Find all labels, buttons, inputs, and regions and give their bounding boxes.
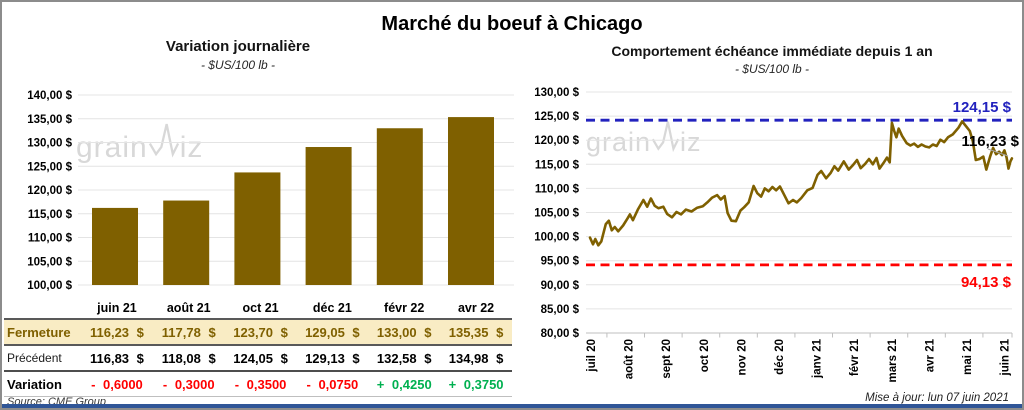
- y-axis-label: 110,00 $: [535, 183, 580, 195]
- table-col-header: oct 21: [242, 301, 279, 315]
- x-axis-label: nov 20: [736, 339, 748, 375]
- table-row-var: Variation - 0,6000- 0,3000- 0,3500- 0,075…: [4, 371, 512, 397]
- bar-avr 22: [448, 117, 494, 286]
- table-cell: 134,98 $: [440, 345, 512, 372]
- x-axis-label: juil 20: [586, 339, 598, 373]
- row-label: Précédent: [4, 345, 82, 372]
- table-col-header: avr 22: [457, 301, 495, 315]
- bar-chart-title: Variation journalière: [165, 38, 311, 55]
- bar-déc 21: [305, 147, 352, 285]
- x-axis-label: mai 21: [962, 338, 974, 374]
- line-chart-subtitle: - $US/100 lb -: [734, 62, 810, 76]
- table-col-header: déc 21: [312, 301, 352, 315]
- watermark-w-icon: [651, 121, 680, 153]
- table-cell: - 0,3000: [152, 371, 225, 397]
- watermark-text: grain: [586, 127, 652, 158]
- y-axis-label: 105,00 $: [27, 256, 72, 268]
- table-cell: 129,05 $: [296, 318, 369, 346]
- y-axis-label: 125,00 $: [534, 111, 579, 123]
- table-cell: - 0,3500: [224, 371, 297, 397]
- y-axis-label: 90,00 $: [541, 280, 580, 292]
- futures-table: juin 21 août 21 oct 21 déc 21 févr 22 avr 22 …: [4, 294, 512, 397]
- x-axis-label: févr 21: [849, 338, 861, 376]
- y-axis-label: 135,00 $: [27, 114, 72, 126]
- y-axis-label: 130,00 $: [27, 138, 72, 150]
- bar-oct 21: [234, 172, 281, 285]
- table-row-close: Fermeture 116,23 $117,78 $123,70 $129,05 …: [4, 318, 512, 346]
- y-axis-label: 80,00 $: [541, 328, 580, 340]
- grainwiz-watermark: grain iz: [586, 118, 702, 158]
- x-axis-label: déc 20: [774, 339, 786, 375]
- table-cell: 135,35 $: [440, 318, 512, 346]
- y-axis-label: 100,00 $: [27, 280, 72, 292]
- table-cell: + 0,4250: [368, 371, 441, 397]
- line-chart-title: Comportement échéance immédiate depuis 1…: [611, 43, 933, 59]
- bar-chart: 140,00 $ 135,00 $ 130,00 $ 125,00 $ 120,00 $…: [27, 90, 514, 292]
- page-title: Marché du boeuf à Chicago: [381, 13, 643, 35]
- watermark-w-icon: [148, 123, 179, 158]
- row-label: Fermeture: [4, 318, 82, 346]
- price-line: [588, 120, 1014, 247]
- y-axis-label: 140,00 $: [27, 90, 72, 102]
- watermark-text: grain: [76, 131, 148, 164]
- y-axis-label: 85,00 $: [541, 304, 580, 316]
- table-cell: - 0,0750: [296, 371, 369, 397]
- bar-chart-subtitle: - $US/100 lb -: [200, 58, 276, 72]
- y-axis-label: 95,00 $: [541, 256, 580, 268]
- bottom-accent-bar: [2, 404, 1022, 408]
- line-chart: 130,00 $ 125,00 $ 120,00 $ 115,00 $ 110,00 $…: [534, 87, 1019, 382]
- table-cell: 116,23 $: [81, 318, 153, 346]
- y-axis-label: 105,00 $: [534, 208, 579, 220]
- table-cell: 123,70 $: [224, 318, 297, 346]
- table-col-header: août 21: [166, 301, 211, 315]
- label-leader-line: [987, 148, 1009, 157]
- y-axis-label: 110,00 $: [28, 233, 73, 245]
- x-axis-label: mars 21: [887, 338, 899, 382]
- y-axis-label: 115,00 $: [535, 159, 580, 171]
- x-axis-label: sept 20: [661, 339, 673, 379]
- y-axis-label: 120,00 $: [534, 135, 579, 147]
- y-axis-label: 130,00 $: [534, 87, 579, 99]
- table-cell: 116,83 $: [81, 345, 153, 372]
- x-axis-label: avr 21: [924, 338, 936, 372]
- row-label: Variation: [4, 371, 82, 397]
- x-axis-label: janv 21: [812, 338, 824, 379]
- table-row-prev: Précédent 116,83 $118,08 $124,05 $129,13 …: [4, 345, 512, 372]
- table-corner-cell: [4, 294, 81, 319]
- watermark-text: iz: [179, 131, 204, 164]
- table-cell: 133,00 $: [368, 318, 441, 346]
- table-cell: - 0,6000: [81, 371, 153, 397]
- update-note: Mise à jour: lun 07 juin 2021: [865, 392, 1009, 404]
- table-col-header: juin 21: [97, 301, 137, 315]
- table-cell: 118,08 $: [152, 345, 225, 372]
- bar-févr 22: [376, 128, 423, 285]
- table-col-header: févr 22: [384, 301, 425, 315]
- bar-août 21: [163, 200, 210, 285]
- x-axis-label: juin 21: [1000, 338, 1012, 376]
- y-axis-label: 115,00 $: [28, 209, 73, 221]
- x-axis-label: août 20: [624, 339, 636, 379]
- table-header: juin 21 août 21 oct 21 déc 21 févr 22 avr 22: [4, 294, 512, 319]
- y-axis-label: 125,00 $: [27, 161, 72, 173]
- table-cell: 124,05 $: [224, 345, 297, 372]
- grainwiz-watermark: grain iz: [76, 120, 204, 164]
- last-price-label: 116,23 $: [961, 133, 1019, 150]
- y-axis-label: 100,00 $: [534, 232, 579, 244]
- table-cell: 129,13 $: [296, 345, 369, 372]
- watermark-text: iz: [680, 127, 702, 158]
- x-axis-label: oct 20: [699, 339, 711, 372]
- ref-line-label: 124,15 $: [953, 99, 1012, 116]
- table-cell: 132,58 $: [368, 345, 441, 372]
- y-axis-label: 120,00 $: [27, 185, 72, 197]
- bar-juin 21: [92, 207, 138, 285]
- ref-line-label: 94,13 $: [961, 274, 1012, 291]
- table-cell: 117,78 $: [152, 318, 225, 346]
- table-cell: + 0,3750: [440, 371, 512, 397]
